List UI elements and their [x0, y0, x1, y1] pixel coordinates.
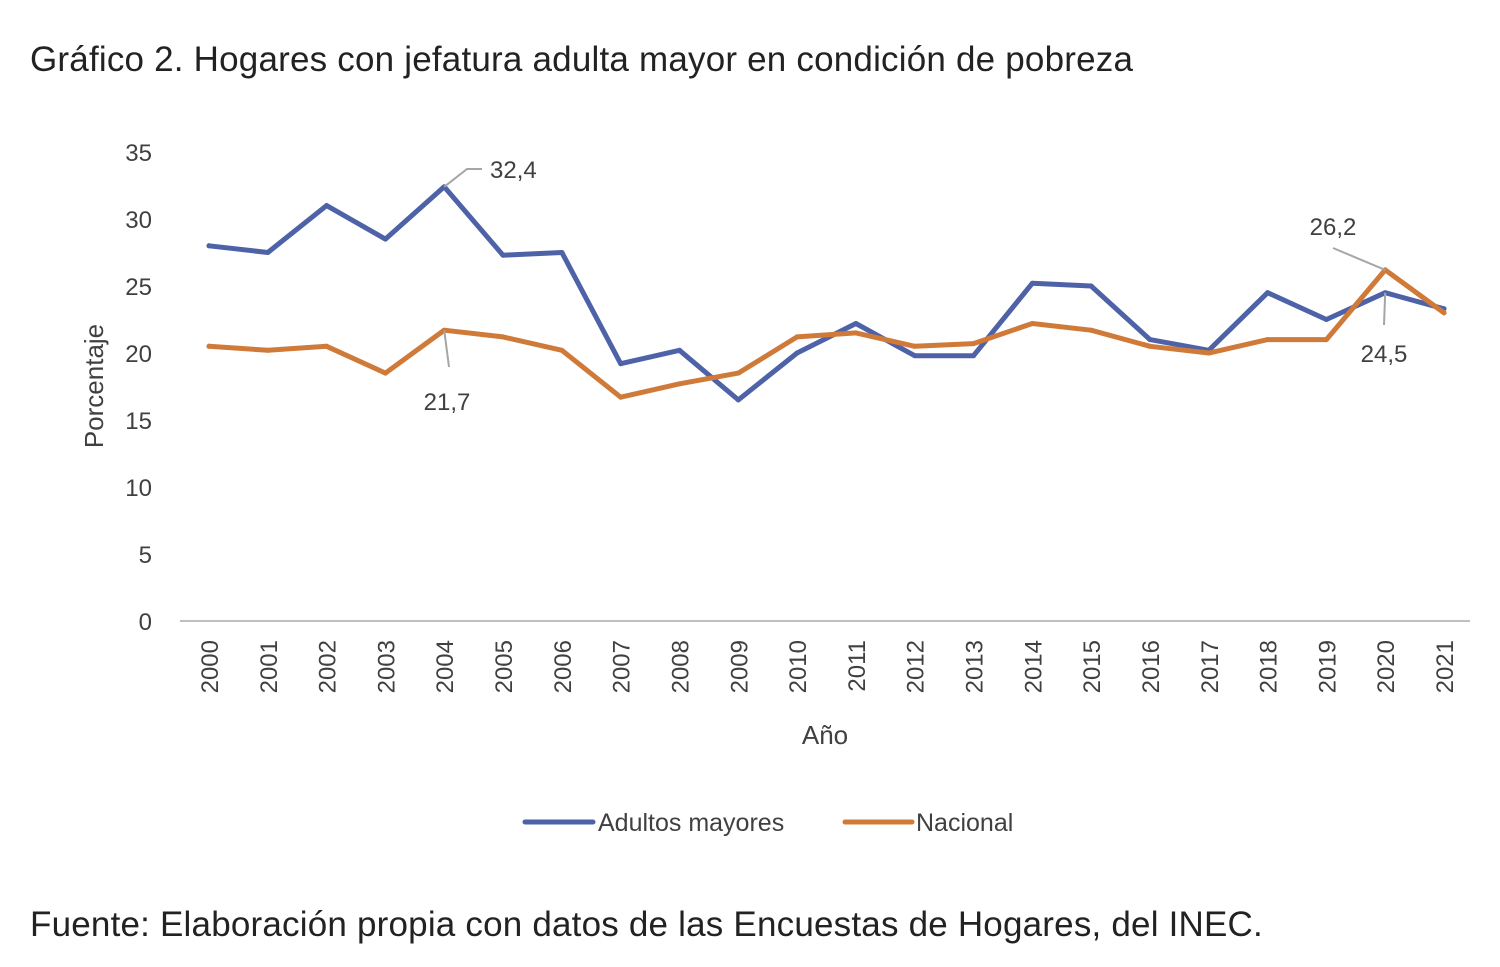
data-label: 21,7 [424, 389, 471, 416]
x-tick-label: 2009 [726, 640, 753, 693]
data-point [1265, 337, 1271, 343]
data-point [206, 343, 212, 349]
chart-title: Gráfico 2. Hogares con jefatura adulta m… [30, 40, 1134, 79]
series-line-nacional [206, 267, 1447, 400]
x-tick-label: 2013 [962, 640, 989, 693]
data-point [324, 343, 330, 349]
x-tick-label: 2008 [667, 640, 694, 693]
series-lines [206, 184, 1447, 403]
data-label-leader [443, 330, 450, 368]
x-axis-ticks: 2000 2001 2002 2003 2004 2005 2006 2007 2008 2009… [197, 640, 1459, 693]
data-point [618, 361, 624, 367]
data-point [971, 353, 977, 359]
x-tick-label: 2002 [315, 640, 342, 693]
data-point [618, 394, 624, 400]
data-point [912, 343, 918, 349]
legend-label: Adultos mayores [598, 809, 784, 837]
data-point [559, 250, 565, 255]
x-tick-label: 2006 [550, 640, 577, 693]
x-tick-label: 2012 [903, 640, 930, 693]
x-tick-label: 2003 [373, 640, 400, 693]
data-point [382, 236, 388, 242]
data-point [1088, 283, 1094, 289]
legend: Adultos mayores Nacional [522, 809, 1013, 837]
data-point [559, 347, 565, 353]
data-point [676, 381, 682, 387]
data-point [1029, 280, 1035, 286]
x-tick-label: 2005 [491, 640, 518, 693]
data-point [1323, 317, 1329, 322]
data-point [500, 334, 506, 340]
data-point [500, 252, 506, 258]
x-axis-title: Año [802, 720, 848, 750]
y-tick-label: 20 [125, 341, 152, 368]
y-tick-label: 35 [125, 140, 152, 167]
data-label: 32,4 [490, 157, 537, 184]
y-tick-label: 0 [139, 609, 152, 636]
source-note: Fuente: Elaboración propia con datos de … [30, 905, 1263, 944]
x-tick-label: 2019 [1314, 640, 1341, 693]
data-point [735, 370, 741, 376]
data-label: 24,5 [1361, 341, 1408, 368]
data-point [1147, 337, 1153, 343]
x-tick-label: 2007 [609, 640, 636, 693]
data-label: 26,2 [1310, 214, 1357, 241]
data-point [1441, 310, 1447, 316]
data-point [853, 321, 859, 327]
data-point [735, 397, 741, 403]
x-tick-label: 2018 [1256, 640, 1283, 693]
data-point [1088, 327, 1094, 333]
data-point [1206, 350, 1212, 356]
y-tick-label: 5 [139, 542, 152, 569]
x-tick-label: 2000 [197, 640, 224, 693]
y-tick-label: 15 [125, 408, 152, 435]
x-tick-label: 2017 [1197, 640, 1224, 693]
data-label-leader [443, 168, 482, 188]
data-labels: 32,4 21,7 26,2 24,5 [424, 157, 1408, 416]
series-line-adultos-mayores [206, 184, 1447, 403]
x-tick-label: 2014 [1020, 640, 1047, 693]
data-point [206, 243, 212, 249]
x-tick-label: 2016 [1138, 640, 1165, 693]
data-point [853, 330, 859, 336]
data-point [912, 353, 918, 359]
data-point [265, 347, 271, 353]
data-point [676, 347, 682, 353]
x-tick-label: 2020 [1373, 640, 1400, 693]
legend-label: Nacional [916, 809, 1013, 837]
data-point [794, 350, 800, 356]
x-tick-label: 2015 [1079, 640, 1106, 693]
y-axis-title: Porcentaje [79, 324, 109, 448]
data-point [971, 341, 977, 347]
data-point [1147, 343, 1153, 349]
y-tick-label: 25 [125, 274, 152, 301]
x-tick-label: 2001 [256, 640, 283, 693]
data-label-leader [1332, 247, 1386, 271]
x-tick-label: 2010 [785, 640, 812, 693]
data-label-leader [1383, 292, 1387, 326]
y-axis-ticks: 0 5 10 15 20 25 30 35 [125, 140, 152, 636]
data-point [794, 334, 800, 340]
data-point [382, 370, 388, 376]
data-point [1323, 337, 1329, 343]
x-tick-label: 2021 [1432, 640, 1459, 693]
data-point [1029, 321, 1035, 327]
data-point [265, 250, 271, 255]
x-tick-label: 2011 [844, 640, 871, 692]
data-point [324, 203, 330, 209]
x-tick-label: 2004 [432, 640, 459, 693]
y-tick-label: 30 [125, 207, 152, 234]
data-point [1265, 290, 1271, 296]
y-tick-label: 10 [125, 475, 152, 502]
